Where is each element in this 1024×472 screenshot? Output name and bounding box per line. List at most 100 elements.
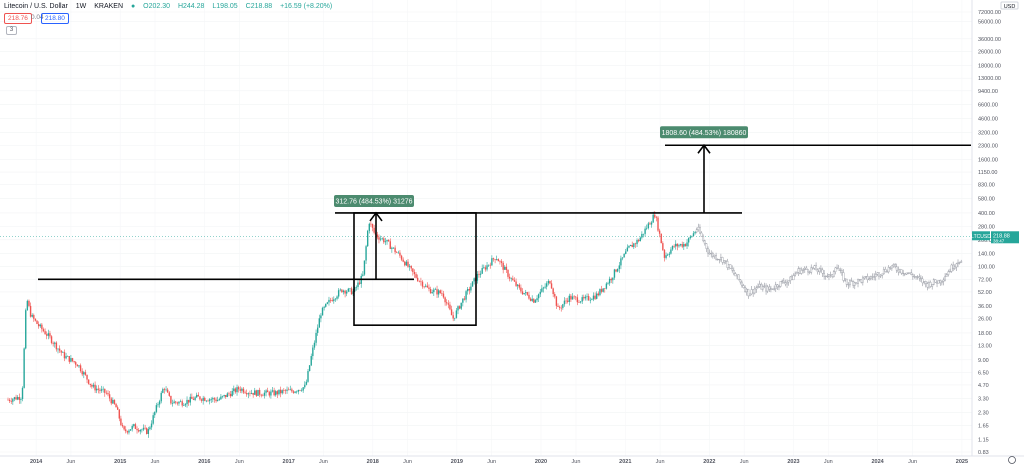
candle-body (786, 281, 788, 285)
candle-body (887, 267, 890, 273)
candle-body (713, 254, 716, 257)
bid-badge[interactable]: 218.76 (4, 13, 32, 24)
ticker-countdown: 38:47 (993, 238, 1005, 243)
candle-body (26, 300, 29, 311)
candle-body (947, 271, 950, 275)
time-tick-label: 2019 (451, 459, 463, 465)
candle-body (928, 282, 930, 288)
candle-body (265, 390, 267, 393)
ticker-symbol-badge[interactable] (972, 231, 990, 241)
candle-body (894, 264, 897, 267)
candle-body (844, 278, 847, 281)
candle-body (728, 264, 730, 268)
candle-body (684, 244, 687, 247)
candle-body (371, 223, 374, 228)
candle-body (832, 271, 835, 277)
ask-badge[interactable]: 218.80 (41, 13, 69, 24)
candle-body (739, 279, 742, 283)
candle-body (410, 265, 412, 269)
candle-body (781, 280, 784, 282)
candle-body (549, 281, 551, 284)
candle-body (881, 273, 884, 276)
drawings[interactable]: 312.76 (484.53%) 31276 1808.60 (484.53%) … (38, 126, 971, 326)
measure-label-1[interactable]: 312.76 (484.53%) 31276 (334, 194, 414, 207)
candle-body (112, 399, 114, 404)
candle-body (828, 274, 830, 277)
candle-body (732, 270, 735, 274)
candle-body (612, 277, 614, 281)
candle-body (903, 273, 906, 275)
candle-body (62, 352, 64, 353)
interval-label[interactable]: 1W (75, 3, 87, 10)
candle-body (52, 342, 54, 344)
candle-body (818, 268, 821, 273)
candle-body (362, 274, 364, 276)
candle-body (387, 239, 390, 242)
indicators-toggle-button[interactable]: 3 (6, 26, 17, 35)
measure-label-2[interactable]: 1808.60 (484.53%) 180860 (660, 126, 748, 139)
time-axis[interactable]: 2014 Jun 2015 Jun 2016 Jun 2017 Jun 2018 Jun 2019 J… (0, 455, 1024, 465)
candle-body (308, 365, 311, 372)
candle-body (663, 249, 666, 258)
range-rectangle[interactable] (353, 212, 477, 326)
candle-body (220, 396, 222, 400)
ticker-price: 218.88 (993, 233, 1010, 239)
candle-body (857, 279, 859, 284)
candle-body (63, 352, 66, 359)
candle-body (89, 383, 91, 385)
candle-body (596, 293, 598, 299)
candle-body (339, 289, 341, 291)
candle-body (763, 285, 766, 287)
candle-body (740, 281, 743, 286)
candle-body (636, 240, 638, 245)
candle-body (70, 358, 72, 362)
symbol-title[interactable]: Litecoin / U.S. Dollar (4, 3, 68, 10)
candle-body (560, 307, 562, 309)
candle-body (900, 269, 903, 274)
candle-body (899, 269, 901, 273)
settings-gear-icon[interactable] (1008, 456, 1016, 464)
candle-body (736, 274, 738, 277)
currency-badge[interactable] (1000, 1, 1019, 10)
candle-body (639, 237, 641, 242)
candle-body (12, 399, 14, 402)
time-tick-label: 2015 (114, 459, 126, 465)
candle-body (526, 292, 529, 295)
candle-body (476, 273, 479, 281)
candle-body (931, 284, 934, 287)
candle-body (784, 282, 787, 285)
candle-body (76, 364, 79, 367)
candle-body (552, 288, 554, 295)
candle-body (92, 384, 95, 387)
price-tick-label: 140.00 (978, 252, 995, 258)
candle-body (597, 293, 600, 296)
candle-body (208, 399, 211, 402)
candle-body (157, 404, 159, 406)
candle-body (563, 300, 566, 305)
ticker-price-badge[interactable] (991, 231, 1019, 244)
candle-body (210, 399, 212, 400)
candle-body (747, 288, 750, 297)
candle-body (84, 372, 87, 375)
candle-body (850, 280, 853, 282)
candle-body (697, 226, 700, 230)
candle-body (671, 245, 674, 250)
ohlc-high: H244.28 (177, 3, 205, 10)
candle-body (529, 298, 532, 301)
candle-body (707, 248, 709, 254)
candle-body (771, 288, 774, 290)
candle-body (768, 286, 771, 290)
candle-body (936, 282, 938, 284)
candle-body (466, 289, 469, 292)
candle-body (352, 291, 354, 295)
candle-body (160, 392, 162, 402)
candle-body (813, 265, 816, 269)
candle-body (542, 287, 545, 289)
candle-body (710, 252, 713, 255)
candle-body (587, 296, 590, 301)
candle-body (315, 332, 317, 343)
price-tick-label: 9400.00 (978, 89, 998, 95)
